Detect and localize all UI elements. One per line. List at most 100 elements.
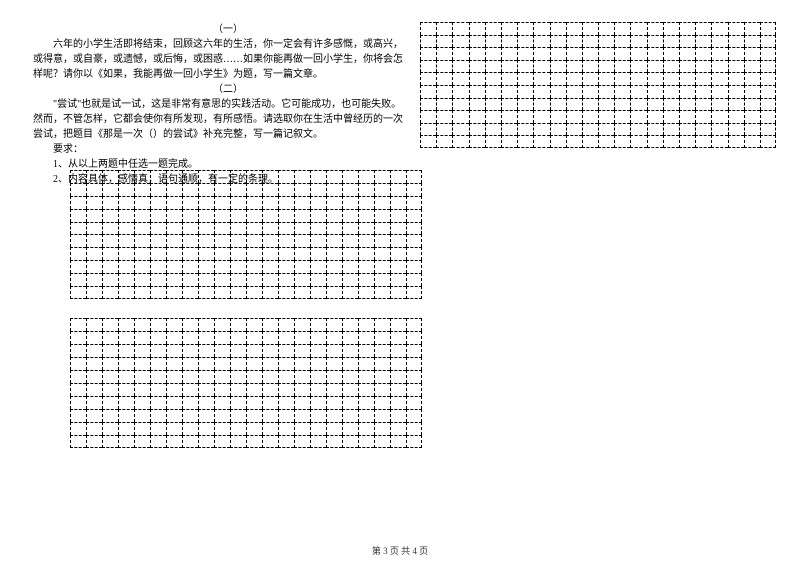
writing-grid-cell [118,183,134,196]
writing-grid-cell [134,370,150,383]
writing-grid-cell [711,98,727,111]
prompt1-body: 六年的小学生活即将结束，回顾这六年的生活，你一定会有许多感慨，或高兴，或得意，或… [33,37,403,82]
writing-grid-cell [262,422,278,435]
writing-grid-cell [86,260,102,273]
writing-grid-cell [166,234,182,247]
writing-grid-cell [182,370,198,383]
writing-grid-cell [452,135,468,148]
writing-grid-cell [647,110,663,123]
writing-grid-cell [70,409,86,422]
writing-grid-cell [760,123,776,136]
writing-grid-cell [262,331,278,344]
writing-grid-cell [198,409,214,422]
writing-grid-cell [182,435,198,448]
writing-grid-cell [358,344,374,357]
writing-grid-cell [630,85,646,98]
writing-grid-cell [182,422,198,435]
writing-grid-cell [326,183,342,196]
writing-grid-cell [614,35,630,48]
writing-grid-cell [214,170,230,183]
writing-grid-cell [358,222,374,235]
writing-grid-cell [436,98,452,111]
writing-grid-cell [118,370,134,383]
writing-grid-cell [230,170,246,183]
writing-grid-cell [452,123,468,136]
writing-grid-cell [501,110,517,123]
writing-grid-cell [310,260,326,273]
writing-grid-cell [406,422,422,435]
writing-grid-cell [278,331,294,344]
writing-grid-cell [390,196,406,209]
writing-grid-cell [246,318,262,331]
writing-grid-cell [246,370,262,383]
writing-grid-cell [230,435,246,448]
writing-grid-cell [150,331,166,344]
writing-grid-cell [485,60,501,73]
writing-grid-cell [326,209,342,222]
writing-grid-cell [342,318,358,331]
writing-grid-cell [134,435,150,448]
writing-grid-cell [70,357,86,370]
writing-grid-cell [230,183,246,196]
writing-grid-cell [294,383,310,396]
writing-grid-cell [310,370,326,383]
writing-grid-cell [647,85,663,98]
writing-grid-cell [198,422,214,435]
writing-grid-cell [214,370,230,383]
writing-grid-cell [294,273,310,286]
writing-grid-cell [86,357,102,370]
writing-grid-cell [469,135,485,148]
writing-grid-cell [374,383,390,396]
writing-grid-cell [358,273,374,286]
writing-grid-cell [118,409,134,422]
writing-grid-cell [294,286,310,299]
writing-grid-cell [420,98,436,111]
writing-grid-cell [647,135,663,148]
writing-grid-cell [150,286,166,299]
writing-grid-cell [598,135,614,148]
writing-grid-cell [310,273,326,286]
writing-grid-cell [406,396,422,409]
writing-grid-cell [760,60,776,73]
writing-grid-cell [711,35,727,48]
writing-grid-cell [134,170,150,183]
writing-grid-cell [342,396,358,409]
writing-grid-cell [86,318,102,331]
writing-grid-cell [246,422,262,435]
writing-grid-cell [150,196,166,209]
writing-grid-cell [70,370,86,383]
writing-grid-cell [198,209,214,222]
writing-grid-cell [118,170,134,183]
writing-grid-cell [150,370,166,383]
writing-grid-cell [406,273,422,286]
writing-grid-cell [760,22,776,35]
writing-grid-cell [406,247,422,260]
writing-grid-cell [134,422,150,435]
writing-grid-cell [230,222,246,235]
writing-grid-cell [374,273,390,286]
writing-grid-cell [342,286,358,299]
writing-grid-cell [469,60,485,73]
writing-grid-cell [326,247,342,260]
writing-grid-cell [485,35,501,48]
writing-grid-cell [326,422,342,435]
writing-grid-cell [630,72,646,85]
writing-grid-cell [342,435,358,448]
writing-grid-cell [86,383,102,396]
writing-grid-cell [406,383,422,396]
writing-grid-cell [485,98,501,111]
writing-grid-cell [663,72,679,85]
writing-grid-cell [326,196,342,209]
writing-grid-cell [342,170,358,183]
writing-grid-cell [342,331,358,344]
writing-grid-cell [214,383,230,396]
writing-grid-cell [150,247,166,260]
writing-grid-cell [70,209,86,222]
prompt1-heading: （一） [33,22,403,37]
writing-grid-cell [278,396,294,409]
writing-grid-cell [102,286,118,299]
writing-grid-cell [310,222,326,235]
writing-grid-cell [614,110,630,123]
writing-grid-cell [326,286,342,299]
writing-grid-cell [70,196,86,209]
